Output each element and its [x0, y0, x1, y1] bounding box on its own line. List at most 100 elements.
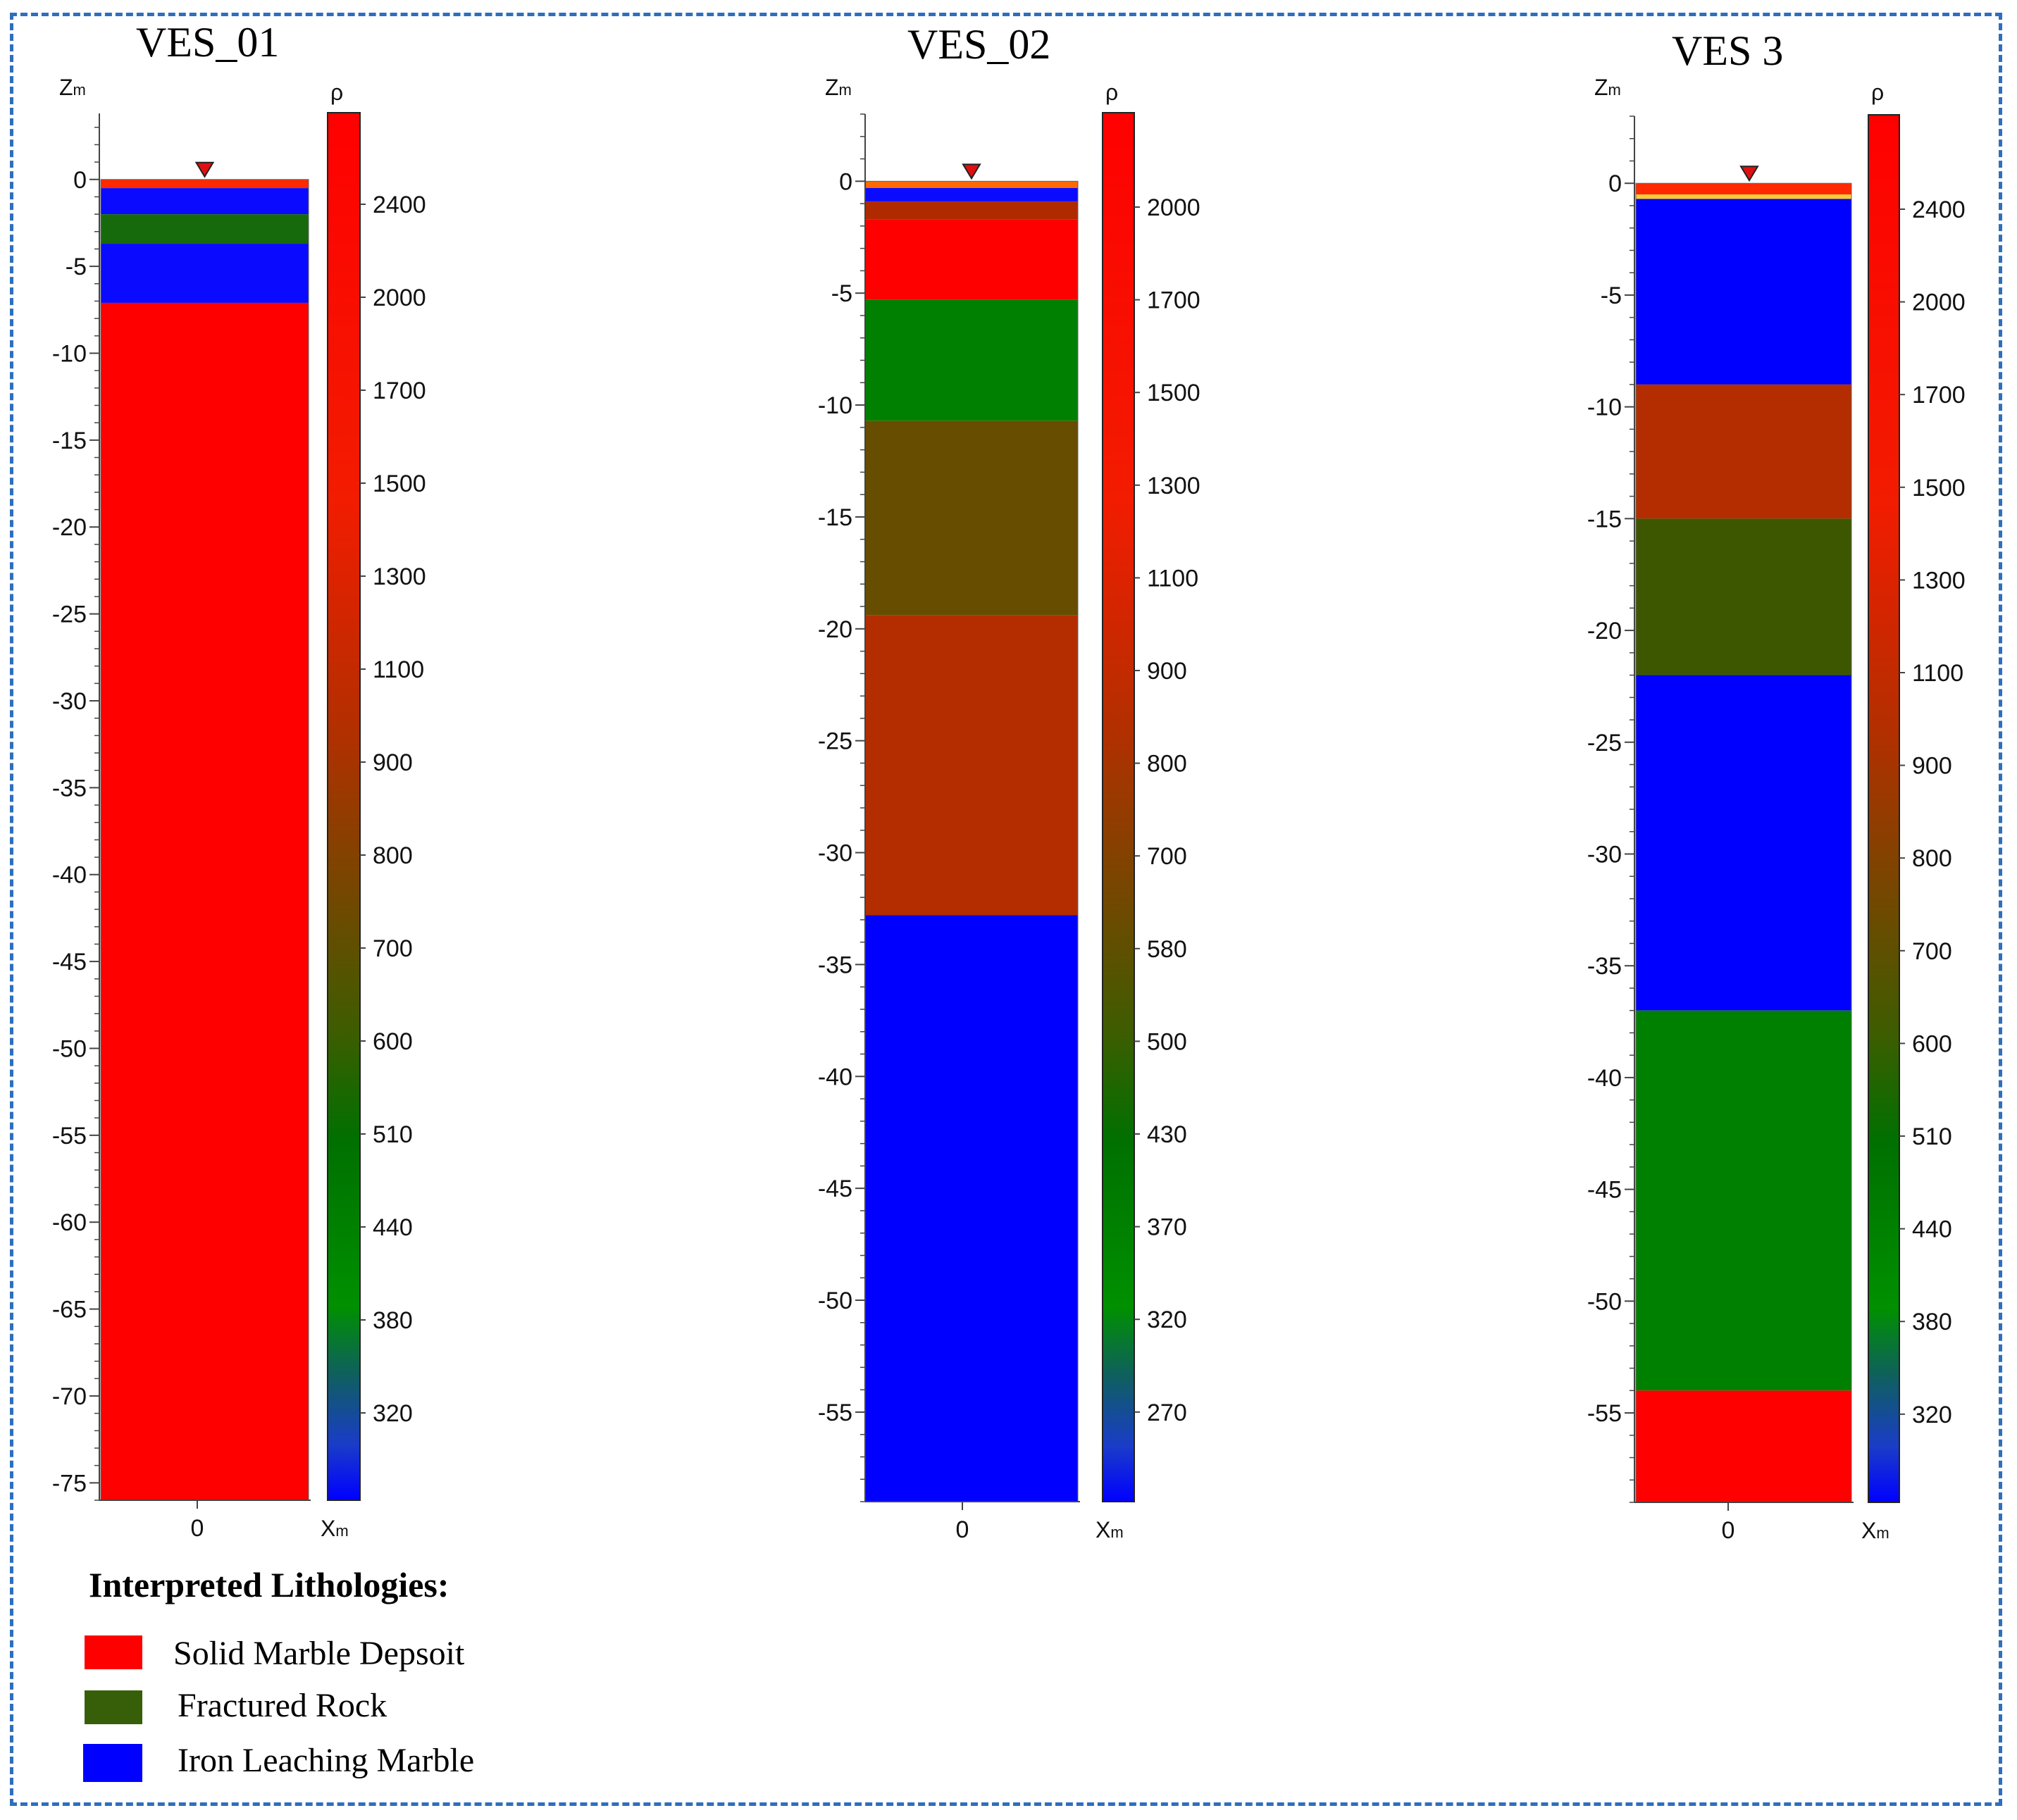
layer-4 [101, 302, 309, 1500]
layer-1 [101, 188, 309, 215]
panel-title: VES 3 [1672, 27, 1783, 74]
colorbar-tick-label: 2000 [1147, 194, 1200, 221]
y-axis-label: Zm [1594, 75, 1621, 100]
y-axis-label-subscript: m [1608, 81, 1621, 99]
colorbar-label: ρ [330, 80, 343, 105]
colorbar-tick-label: 900 [1147, 658, 1187, 685]
y-tick-label: -45 [52, 949, 87, 976]
x-axis-label: Xm [321, 1516, 349, 1541]
colorbar-tick-label: 1700 [1147, 287, 1200, 314]
layer-7 [1636, 1390, 1851, 1502]
colorbar-tick-label: 1500 [373, 470, 426, 497]
y-tick-label: -50 [52, 1035, 87, 1062]
y-tick-label: -35 [1587, 953, 1622, 980]
ves-panels: VES_01 Zm 0 -5 -10 -15 -20 -25 -30 -35 -40 -45 -50 -5… [52, 19, 1966, 1544]
legend-label-solid-marble: Solid Marble Depsoit [173, 1635, 465, 1672]
panel-ves-01: VES_01 Zm 0 -5 -10 -15 -20 -25 -30 -35 -40 -45 -50 -5… [52, 19, 426, 1542]
y-tick-label: -10 [52, 341, 87, 368]
colorbar-tick-label: 1300 [1147, 473, 1200, 499]
y-tick-label: -30 [818, 840, 852, 867]
y-tick-label: -20 [52, 514, 87, 541]
colorbar-tick-label: 440 [373, 1214, 413, 1241]
colorbar-tick-label: 700 [373, 935, 413, 962]
colorbar-label: ρ [1871, 80, 1884, 105]
colorbar-tick-label: 1500 [1147, 380, 1200, 406]
layer-2 [1636, 199, 1851, 385]
y-axis-label: Zm [825, 75, 852, 100]
water-table-marker [194, 161, 215, 178]
x-axis-label-subscript: m [335, 1522, 348, 1540]
legend-swatch-solid-marble [85, 1635, 142, 1669]
x-axis-label: Xm [1861, 1518, 1889, 1543]
layer-3 [1636, 384, 1851, 519]
layer-4 [865, 299, 1078, 421]
colorbar-tick-label: 1100 [1912, 660, 1963, 687]
legend-label-iron-leaching: Iron Leaching Marble [178, 1742, 474, 1779]
layer-0 [1636, 183, 1851, 195]
layer-0 [865, 181, 1078, 188]
colorbar-tick-label: 800 [1147, 751, 1187, 778]
y-tick-label: -5 [66, 254, 87, 280]
colorbar-tick-label: 320 [373, 1400, 413, 1427]
panel-ves-3: VES 3 Zm 0 -5 -10 -15 -20 -25 -30 -35 -40 -45 -50 -55… [1587, 27, 1966, 1544]
colorbar-tick-label: 900 [373, 749, 413, 776]
layer-2 [865, 201, 1078, 220]
y-tick-label: -70 [52, 1383, 87, 1410]
y-tick-label: -35 [52, 775, 87, 802]
y-tick-label: -75 [52, 1470, 87, 1497]
colorbar-tick-label: 700 [1912, 938, 1952, 965]
colorbar-tick-label: 1100 [1147, 565, 1198, 592]
y-tick-label: -30 [52, 688, 87, 715]
colorbar-tick-label: 800 [1912, 845, 1952, 872]
y-tick-label: -15 [52, 428, 87, 454]
colorbar-tick-label: 380 [373, 1307, 413, 1334]
y-tick-label: -10 [1587, 394, 1622, 421]
y-tick-label: -40 [52, 862, 87, 889]
layer-3 [101, 244, 309, 303]
legend-item-solid-marble: Solid Marble Depsoit [85, 1635, 465, 1672]
x-axis-label-subscript: m [1110, 1523, 1123, 1541]
colorbar-tick-label: 2000 [373, 285, 426, 311]
colorbar [327, 112, 361, 1501]
y-tick-label: -40 [1587, 1065, 1622, 1092]
colorbar-tick-label: 500 [1147, 1028, 1187, 1055]
layer-6 [865, 615, 1078, 916]
lithology-legend: Interpreted Lithologies: Solid Marble De… [83, 1565, 474, 1782]
layer-3 [865, 219, 1078, 300]
legend-swatch-fractured-rock [85, 1690, 142, 1724]
colorbar-tick-label: 510 [1912, 1123, 1952, 1150]
y-tick-label: 0 [839, 168, 852, 195]
x-axis-label-subscript: m [1876, 1524, 1889, 1542]
layer-5 [865, 420, 1078, 616]
y-tick-label: -25 [1587, 730, 1622, 756]
layer-5 [1636, 675, 1851, 1011]
y-tick-label: -15 [818, 504, 852, 531]
colorbar-tick-label: 2400 [373, 192, 426, 218]
colorbar-tick-label: 440 [1912, 1216, 1952, 1243]
y-tick-label: -10 [818, 392, 852, 419]
legend-swatch-iron-leaching [83, 1744, 142, 1782]
y-tick-label: -55 [818, 1400, 852, 1426]
legend-label-fractured-rock: Fractured Rock [178, 1687, 387, 1724]
y-tick-label: -25 [818, 728, 852, 755]
colorbar-tick-label: 1700 [373, 378, 426, 404]
y-tick-label: -5 [1601, 282, 1622, 309]
colorbar-tick-label: 430 [1147, 1121, 1187, 1148]
colorbar-tick-label: 380 [1912, 1309, 1952, 1335]
y-tick-label: -35 [818, 952, 852, 978]
legend-item-fractured-rock: Fractured Rock [85, 1687, 387, 1724]
y-tick-label: -25 [52, 602, 87, 628]
colorbar-label: ρ [1105, 80, 1118, 105]
colorbar-tick-label: 800 [373, 842, 413, 869]
layer-7 [865, 915, 1078, 1502]
y-tick-label: -20 [818, 616, 852, 643]
water-table-marker [1739, 166, 1759, 182]
y-tick-label: -30 [1587, 841, 1622, 868]
colorbar-tick-label: 270 [1147, 1400, 1187, 1426]
panel-title: VES_02 [907, 21, 1050, 68]
colorbar-tick-label: 700 [1147, 843, 1187, 870]
layer-2 [101, 214, 309, 244]
legend-item-iron-leaching: Iron Leaching Marble [83, 1742, 474, 1782]
panel-title: VES_01 [136, 19, 279, 66]
